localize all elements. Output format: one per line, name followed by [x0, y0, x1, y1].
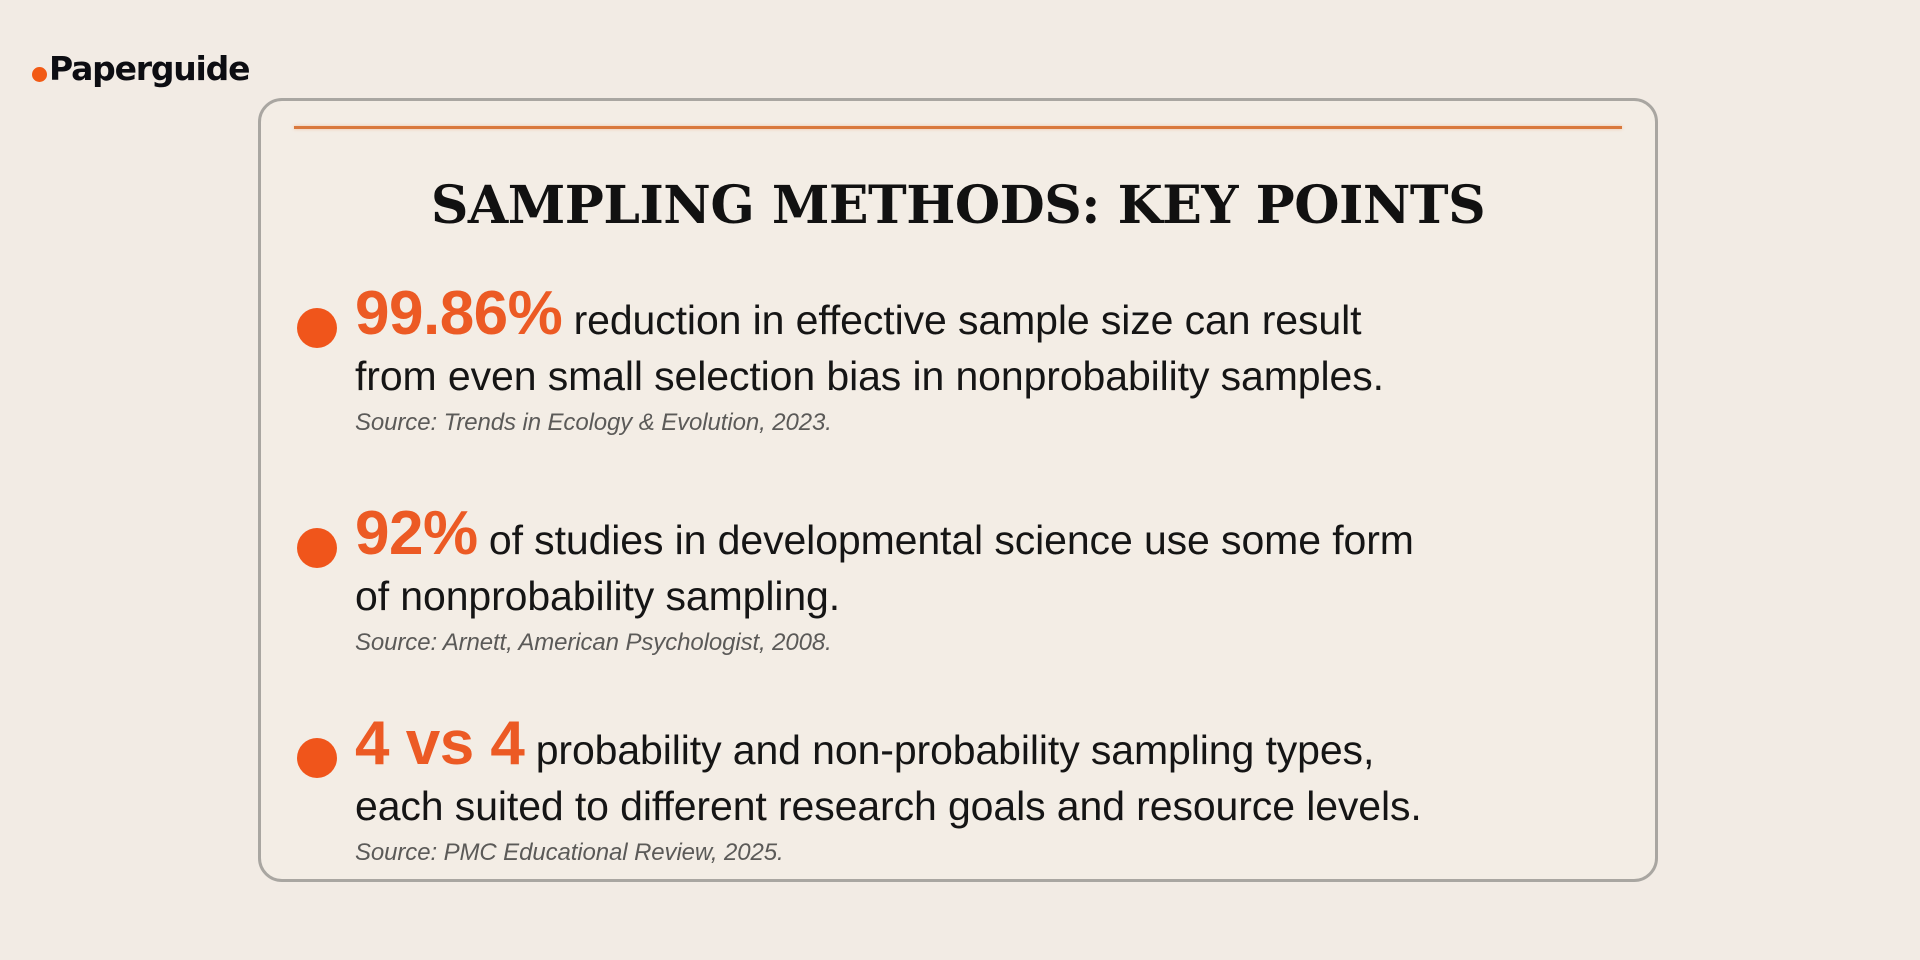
key-point-stat: 4 vs 4 — [355, 709, 525, 778]
card-title: SAMPLING METHODS: KEY POINTS — [430, 175, 1486, 236]
key-point-description: of studies in developmental science use … — [488, 517, 1414, 563]
key-point-description: probability and non-probability sampling… — [535, 727, 1375, 773]
key-point-line-1: 92% of studies in developmental science … — [355, 501, 1635, 569]
key-point-line-1: 4 vs 4 probability and non-probability s… — [355, 711, 1635, 779]
key-point-line-2: of nonprobability sampling. — [355, 573, 841, 619]
key-point-line-2: each suited to different research goals … — [355, 783, 1422, 829]
brand-logo: Paperguide — [32, 44, 250, 94]
bullet-dot-icon — [297, 528, 337, 568]
brand-dot-icon — [32, 67, 47, 82]
bullet-dot-icon — [297, 308, 337, 348]
key-point-source: Source: PMC Educational Review, 2025. — [355, 839, 784, 866]
bullet-dot-icon — [297, 738, 337, 778]
key-point-text: 4 vs 4 probability and non-probability s… — [355, 711, 1635, 869]
key-point-text: 92% of studies in developmental science … — [355, 501, 1635, 659]
key-point-stat: 99.86% — [355, 279, 563, 348]
key-point-source: Source: Trends in Ecology & Evolution, 2… — [355, 409, 832, 436]
brand-name: Paperguide — [49, 49, 250, 88]
key-point-line-2: from even small selection bias in nonpro… — [355, 353, 1384, 399]
accent-divider — [294, 126, 1622, 129]
key-point-source: Source: Arnett, American Psychologist, 2… — [355, 629, 832, 656]
key-points-card: SAMPLING METHODS: KEY POINTS 99.86% redu… — [258, 98, 1658, 882]
key-point-stat: 92% — [355, 499, 478, 568]
key-point-text: 99.86% reduction in effective sample siz… — [355, 281, 1635, 439]
key-point-description: reduction in effective sample size can r… — [573, 297, 1362, 343]
key-point-line-1: 99.86% reduction in effective sample siz… — [355, 281, 1635, 349]
